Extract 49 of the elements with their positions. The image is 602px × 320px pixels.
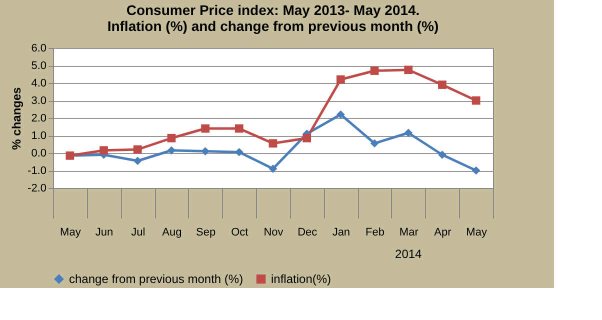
y-tick-label: 2.0	[31, 112, 46, 124]
point	[336, 75, 345, 84]
point	[472, 166, 480, 175]
x-tick-label: Jan	[332, 226, 350, 238]
point	[133, 145, 142, 154]
point	[167, 134, 176, 142]
point	[133, 156, 142, 166]
x-tick-label: Jul	[131, 226, 146, 238]
y-tick-label: -2.0	[28, 182, 46, 194]
point	[404, 66, 413, 74]
point	[472, 96, 480, 105]
point	[370, 66, 379, 75]
point	[370, 139, 379, 148]
point	[302, 134, 312, 142]
point	[167, 146, 176, 155]
y-tick-label: 4.0	[31, 78, 46, 90]
x-tick-label: Sep	[196, 226, 216, 238]
legend-label: inflation(%)	[271, 272, 332, 286]
legend-label: change from previous month (%)	[69, 272, 244, 286]
point	[438, 80, 446, 89]
point	[268, 164, 278, 173]
y-axis-title: % changes	[10, 86, 24, 150]
y-tick-label: 3.0	[31, 95, 46, 107]
x-tick-label: Dec	[298, 226, 318, 238]
y-tick-label: 5.0	[31, 60, 46, 72]
x-tick-label: Jun	[95, 226, 114, 238]
y-tick-label: 6.0	[31, 42, 46, 54]
y-tick-label: 1.0	[31, 130, 46, 142]
x-tick-label: Mar	[399, 226, 419, 238]
point	[201, 124, 210, 133]
point	[201, 147, 210, 156]
x-tick-label: May	[466, 226, 488, 238]
point	[336, 110, 345, 119]
x-tick-label: Apr	[434, 226, 452, 238]
x-tick-label: Aug	[162, 226, 182, 238]
point	[268, 139, 278, 148]
x-tick-label: Nov	[264, 226, 284, 238]
point	[438, 150, 446, 159]
point	[404, 128, 413, 138]
x-tick-label: Feb	[366, 226, 385, 238]
y-tick-label: 0.0	[31, 148, 46, 160]
x-tick-label: Oct	[231, 226, 248, 238]
text: 2014	[395, 247, 422, 261]
x-tick-label: May	[60, 226, 82, 238]
point	[100, 146, 108, 155]
text: Consumer Price index: May 2013- May 2014.	[126, 2, 420, 18]
y-tick-label: -1.0	[28, 165, 46, 177]
point	[234, 124, 244, 133]
text: Inflation (%) and change from previous month (%)	[107, 18, 439, 34]
